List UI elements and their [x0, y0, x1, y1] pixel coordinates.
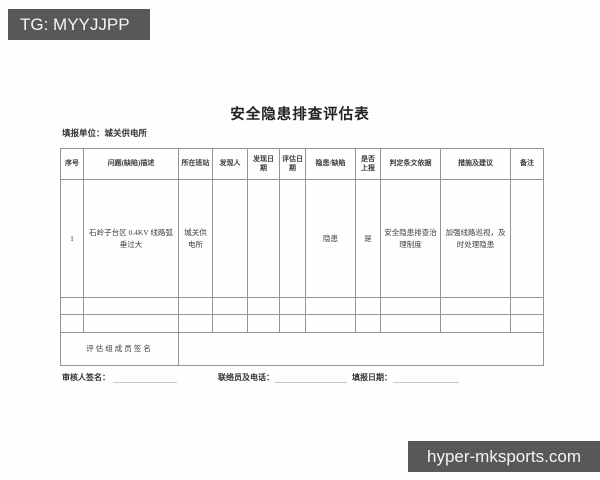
- cell-discover-date: [247, 179, 280, 298]
- empty-cell: [510, 297, 544, 315]
- header-problem: 问题(缺陷)描述: [83, 148, 179, 180]
- cell-problem: 石岭子台区 0.4KV 线路弧垂过大: [83, 179, 179, 298]
- header-judgment-basis: 判定条文依据: [380, 148, 441, 180]
- cell-reported: 是: [355, 179, 381, 298]
- watermark-bottom-right-text: hyper-mksports.com: [427, 446, 581, 466]
- reporting-unit-label: 填报单位：城关供电所: [62, 128, 148, 138]
- empty-cell: [247, 314, 280, 333]
- reviewer-signature-line: [113, 382, 177, 383]
- header-discover-date: 发现日期: [247, 148, 280, 180]
- empty-cell: [440, 297, 511, 315]
- header-seq: 序号: [60, 148, 84, 180]
- cell-assess-date: [279, 179, 306, 298]
- table-header-row: 序号 问题(缺陷)描述 所在班站 发现人 发现日期 评估日期 隐患/缺陷 是否上…: [60, 148, 544, 180]
- table-row: 1 石岭子台区 0.4KV 线路弧垂过大 城关供电所 隐患 是 安全隐患排查治理…: [60, 179, 544, 298]
- header-reported: 是否上报: [355, 148, 381, 180]
- empty-cell: [440, 314, 511, 333]
- contact-fill-line: [275, 382, 347, 383]
- header-remark: 备注: [510, 148, 544, 180]
- cell-hazard-or-defect: 隐患: [305, 179, 356, 298]
- header-hazard-or-defect: 隐患/缺陷: [305, 148, 356, 180]
- empty-cell: [60, 297, 84, 315]
- empty-cell: [247, 297, 280, 315]
- watermark-bottom-right-badge: hyper-mksports.com: [408, 441, 600, 472]
- empty-cell: [178, 314, 213, 333]
- cell-measures: 加强线路巡视，及时处理隐患: [440, 179, 511, 298]
- empty-cell: [60, 314, 84, 333]
- empty-cell: [305, 314, 356, 333]
- empty-cell: [380, 297, 441, 315]
- empty-cell: [178, 297, 213, 315]
- empty-cell: [279, 297, 306, 315]
- empty-cell: [212, 297, 248, 315]
- contact-label: 联络员及电话：: [218, 373, 274, 382]
- empty-cell: [355, 297, 381, 315]
- form-footer: 审核人签名： 联络员及电话： 填报日期：: [0, 372, 600, 388]
- cell-judgment-basis: 安全隐患排查治理制度: [380, 179, 441, 298]
- watermark-top-left-text: TG: MYYJJPP: [20, 14, 130, 34]
- header-assess-date: 评估日期: [279, 148, 306, 180]
- empty-cell: [83, 297, 179, 315]
- signature-row-space: [178, 332, 544, 366]
- header-measures: 措施及建议: [440, 148, 511, 180]
- cell-station: 城关供电所: [178, 179, 213, 298]
- empty-cell: [380, 314, 441, 333]
- header-discoverer: 发现人: [212, 148, 248, 180]
- empty-cell: [305, 297, 356, 315]
- report-date-fill-line: [393, 382, 459, 383]
- watermark-top-left-badge: TG: MYYJJPP: [8, 9, 150, 40]
- signature-row-label: 评估组成员签名: [60, 332, 179, 366]
- header-station: 所在班站: [178, 148, 213, 180]
- signature-row: 评估组成员签名: [60, 332, 544, 366]
- empty-row: [60, 297, 544, 315]
- empty-cell: [279, 314, 306, 333]
- empty-cell: [212, 314, 248, 333]
- empty-cell: [83, 314, 179, 333]
- report-date-label: 填报日期：: [352, 373, 392, 382]
- cell-remark: [510, 179, 544, 298]
- empty-cell: [355, 314, 381, 333]
- cell-seq: 1: [60, 179, 84, 298]
- evaluation-table: 序号 问题(缺陷)描述 所在班站 发现人 发现日期 评估日期 隐患/缺陷 是否上…: [60, 148, 544, 366]
- empty-row: [60, 314, 544, 333]
- form-title: 安全隐患排查评估表: [230, 107, 370, 123]
- reviewer-signature-label: 审核人签名：: [62, 373, 110, 382]
- empty-cell: [510, 314, 544, 333]
- cell-discoverer: [212, 179, 248, 298]
